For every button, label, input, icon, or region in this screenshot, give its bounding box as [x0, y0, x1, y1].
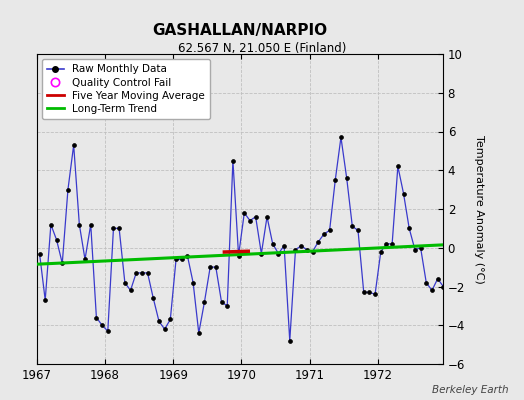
Text: 62.567 N, 21.050 E (Finland): 62.567 N, 21.050 E (Finland) [178, 42, 346, 55]
Legend: Raw Monthly Data, Quality Control Fail, Five Year Moving Average, Long-Term Tren: Raw Monthly Data, Quality Control Fail, … [42, 59, 210, 119]
Title: GASHALLAN/NARPIO: GASHALLAN/NARPIO [152, 22, 328, 38]
Text: Berkeley Earth: Berkeley Earth [432, 385, 508, 395]
Y-axis label: Temperature Anomaly (°C): Temperature Anomaly (°C) [474, 135, 485, 283]
